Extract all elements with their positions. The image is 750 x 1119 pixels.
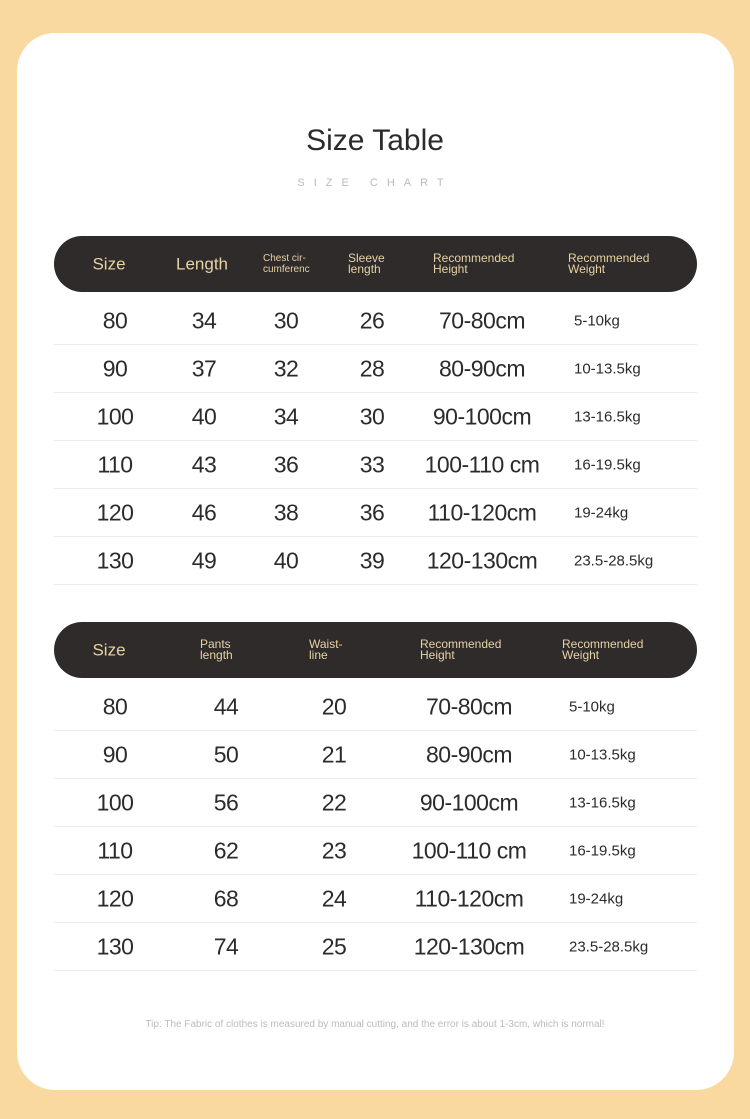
column-header: Size xyxy=(92,254,126,274)
page-subtitle: SIZE CHART xyxy=(297,177,453,189)
table-row: 120 46 38 36 110-120cm 19-24kg xyxy=(54,489,697,537)
table-row: 110 43 36 33 100-110 cm 16-19.5kg xyxy=(54,441,697,489)
table-cell: 70-80cm xyxy=(426,693,512,719)
table-row: 100 40 34 30 90-100cm 13-16.5kg xyxy=(54,393,697,441)
table-cell: 23.5-28.5kg xyxy=(574,552,654,569)
table-cell: 120-130cm xyxy=(426,547,538,573)
table-cell: 120 xyxy=(96,885,134,911)
table-cell: 30 xyxy=(273,307,299,333)
table-cell: 50 xyxy=(213,741,239,767)
table-row: 100 56 22 90-100cm 13-16.5kg xyxy=(54,779,697,827)
column-header: Length xyxy=(176,254,228,274)
table-cell: 30 xyxy=(359,403,385,429)
table-cell: 110-120cm xyxy=(427,499,537,525)
table-cell: 13-16.5kg xyxy=(569,794,636,811)
table-row: 90 37 32 28 80-90cm 10-13.5kg xyxy=(54,345,697,393)
table-header: Size Pants length Waist- line Recommended H… xyxy=(54,622,697,678)
table-cell: 120 xyxy=(96,499,134,525)
table-cell: 36 xyxy=(359,499,385,525)
table-cell: 110-120cm xyxy=(414,885,524,911)
column-header: Sleeve length xyxy=(348,251,385,276)
card xyxy=(17,33,734,1090)
column-header: Waist- line xyxy=(309,637,343,662)
table-row: 110 62 23 100-110 cm 16-19.5kg xyxy=(54,827,697,875)
table-cell: 16-19.5kg xyxy=(569,842,636,859)
table-cell: 80 xyxy=(102,693,128,719)
table-cell: 21 xyxy=(321,741,347,767)
table-cell: 68 xyxy=(213,885,239,911)
table-cell: 37 xyxy=(191,355,217,381)
table-cell: 80-90cm xyxy=(439,355,525,381)
table-cell: 28 xyxy=(359,355,385,381)
table-cell: 56 xyxy=(213,789,239,815)
table-cell: 110 xyxy=(97,837,133,863)
table-cell: 16-19.5kg xyxy=(574,456,641,473)
table-cell: 120-130cm xyxy=(413,933,525,959)
table-cell: 90 xyxy=(102,355,128,381)
table-cell: 100-110 cm xyxy=(424,451,540,477)
table-cell: 38 xyxy=(273,499,299,525)
table-cell: 19-24kg xyxy=(574,504,629,521)
table-cell: 24 xyxy=(321,885,347,911)
table-cell: 22 xyxy=(321,789,347,815)
table-cell: 13-16.5kg xyxy=(574,408,641,425)
table-cell: 19-24kg xyxy=(569,890,624,907)
table-cell: 46 xyxy=(191,499,217,525)
table-cell: 70-80cm xyxy=(439,307,525,333)
table-cell: 25 xyxy=(321,933,347,959)
bottom-size-table: Size Pants length Waist- line Recommended H… xyxy=(54,622,697,971)
table-cell: 110 xyxy=(97,451,133,477)
column-header: Pants length xyxy=(200,637,233,662)
table-cell: 80-90cm xyxy=(426,741,512,767)
table-cell: 33 xyxy=(359,451,385,477)
table-row: 80 34 30 26 70-80cm 5-10kg xyxy=(54,297,697,345)
table-cell: 5-10kg xyxy=(574,312,620,329)
table-cell: 5-10kg xyxy=(569,698,615,715)
table-cell: 32 xyxy=(273,355,299,381)
table-cell: 34 xyxy=(191,307,217,333)
table-cell: 74 xyxy=(213,933,239,959)
top-size-table: Size Length Chest cir- cumferenc Sleeve len… xyxy=(54,236,697,585)
table-cell: 40 xyxy=(191,403,217,429)
table-cell: 20 xyxy=(321,693,347,719)
table-cell: 26 xyxy=(359,307,385,333)
table-row: 130 74 25 120-130cm 23.5-28.5kg xyxy=(54,923,697,971)
table-cell: 100-110 cm xyxy=(411,837,527,863)
table-cell: 44 xyxy=(213,693,239,719)
table-row: 90 50 21 80-90cm 10-13.5kg xyxy=(54,731,697,779)
table-row: 80 44 20 70-80cm 5-10kg xyxy=(54,683,697,731)
table-row: 120 68 24 110-120cm 19-24kg xyxy=(54,875,697,923)
table-cell: 100 xyxy=(96,403,134,429)
table-cell: 90-100cm xyxy=(419,789,519,815)
table-cell: 49 xyxy=(191,547,217,573)
table-cell: 10-13.5kg xyxy=(574,360,641,377)
table-cell: 130 xyxy=(96,933,134,959)
table-cell: 34 xyxy=(273,403,299,429)
table-cell: 62 xyxy=(213,837,239,863)
column-header: Recommended Height xyxy=(433,251,515,276)
table-row: 130 49 40 39 120-130cm 23.5-28.5kg xyxy=(54,537,697,585)
table-cell: 23.5-28.5kg xyxy=(569,938,649,955)
column-header: Recommended Weight xyxy=(568,251,650,276)
table-header: Size Length Chest cir- cumferenc Sleeve len… xyxy=(54,236,697,292)
tip-text: Tip: The Fabric of clothes is measured b… xyxy=(145,1019,605,1030)
table-cell: 39 xyxy=(359,547,385,573)
table-cell: 90 xyxy=(102,741,128,767)
table-cell: 90-100cm xyxy=(432,403,532,429)
table-cell: 23 xyxy=(321,837,347,863)
table-cell: 36 xyxy=(273,451,299,477)
column-header: Recommended Height xyxy=(420,637,502,662)
column-header: Size xyxy=(92,640,126,660)
table-cell: 130 xyxy=(96,547,134,573)
table-cell: 100 xyxy=(96,789,134,815)
table-cell: 80 xyxy=(102,307,128,333)
column-header: Chest cir- cumferenc xyxy=(263,253,310,275)
table-cell: 43 xyxy=(191,451,217,477)
table-cell: 40 xyxy=(273,547,299,573)
page-title: Size Table xyxy=(306,124,444,157)
table-cell: 10-13.5kg xyxy=(569,746,636,763)
column-header: Recommended Weight xyxy=(562,637,644,662)
